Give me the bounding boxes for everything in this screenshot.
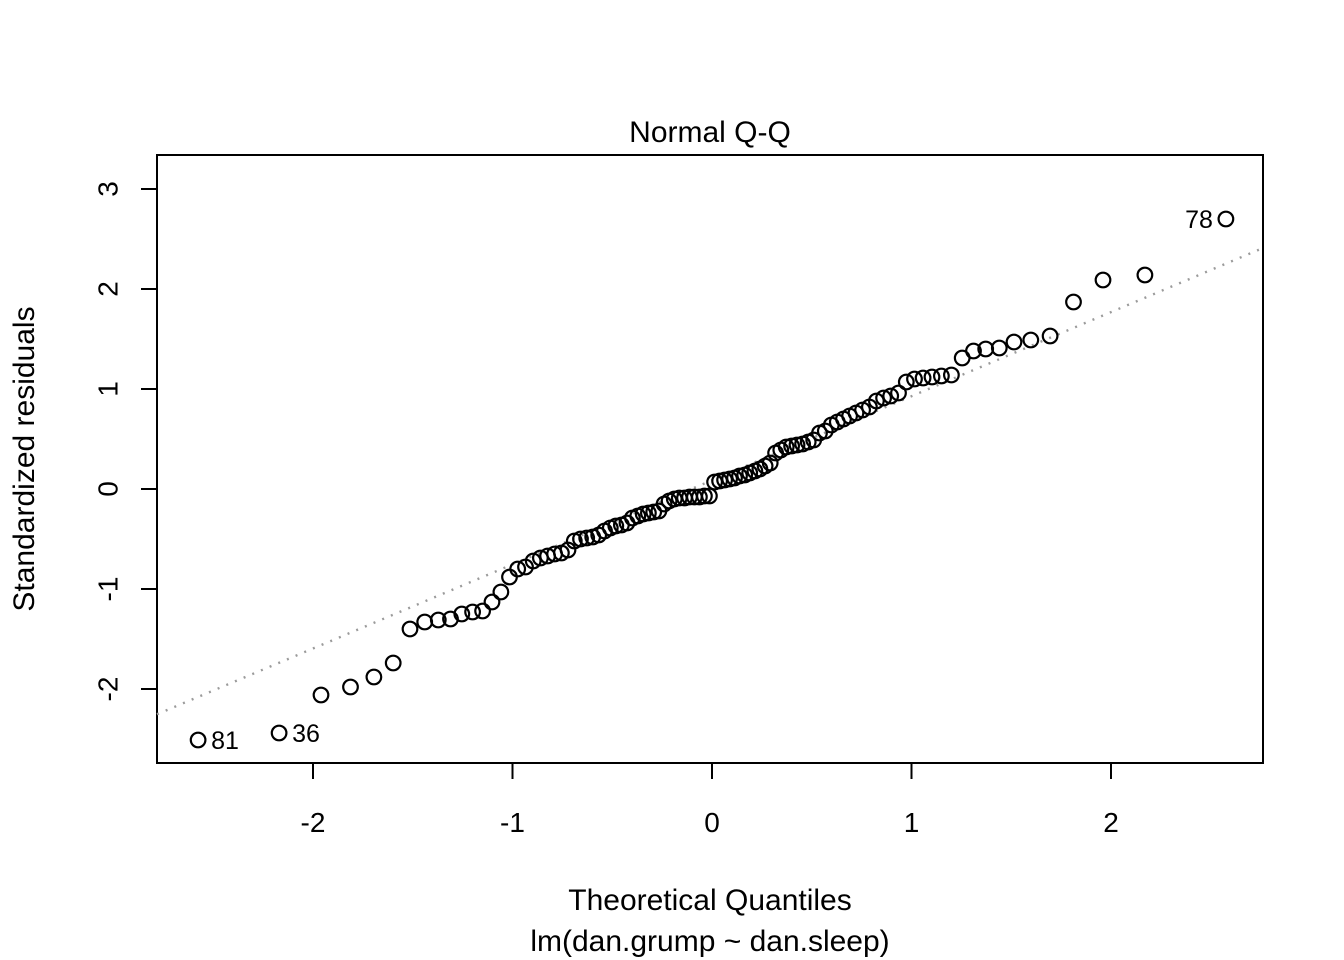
outlier-label: 81 [211,727,239,755]
data-point [509,560,527,578]
data-point [474,602,492,620]
x-axis: -2 -1 0 1 2 [301,763,1119,838]
data-point [882,387,900,405]
x-tick-label: -1 [500,807,525,838]
x-axis-label: Theoretical Quantiles [568,884,851,917]
data-point [1217,210,1235,228]
data-point [1065,293,1082,311]
y-tick-label: 2 [93,281,124,297]
x-tick-label: 2 [1103,807,1119,838]
data-point [701,487,718,505]
data-point [1136,266,1154,284]
data-point [816,422,834,440]
data-point [761,454,779,472]
y-axis: 3 2 1 0 -1 -2 [93,181,157,702]
y-tick-label: 1 [93,381,124,397]
data-point [270,724,288,742]
data-point [572,530,589,548]
y-tick-label: -1 [93,577,124,602]
data-point [189,731,207,749]
data-point [965,342,982,360]
y-axis-label: Standardized residuals [8,306,41,611]
plot-box [156,154,1264,764]
data-point [416,613,434,631]
data-point [453,605,471,623]
data-point [501,568,518,586]
data-point [365,668,383,686]
data-point [923,368,941,386]
outlier-labels: 81 36 78 [211,206,1213,755]
data-point [312,686,330,704]
data-point [401,620,419,638]
chart-title: Normal Q-Q [629,116,791,149]
data-point [696,487,713,505]
y-tick-label: 0 [93,481,124,497]
data-point [933,367,950,385]
data-point [897,373,915,391]
qq-reference-line [156,246,1264,716]
data-point [990,339,1008,357]
data-point [890,384,907,402]
data-point [607,517,625,535]
y-tick-label: -2 [93,677,124,702]
x-tick-label: -2 [301,807,326,838]
x-tick-label: 1 [904,807,920,838]
x-tick-label: 0 [704,807,720,838]
data-point [943,366,960,384]
data-point [1022,331,1040,349]
data-point [492,583,510,601]
data-point [875,389,892,407]
data-point [483,593,501,611]
outlier-label: 36 [292,720,320,748]
data-point [384,654,402,672]
data-point [464,603,482,621]
data-point [1041,327,1059,345]
outlier-label: 78 [1185,206,1213,234]
data-point [342,678,359,696]
data-point [1094,271,1112,289]
data-points [189,210,1235,749]
data-point [914,369,932,387]
data-point [578,529,596,547]
data-point [788,436,806,454]
data-point [1005,333,1023,351]
model-formula-label: lm(dan.grump ~ dan.sleep) [530,925,889,958]
data-point [429,611,447,629]
data-point [906,370,923,388]
y-tick-label: 3 [93,181,124,197]
